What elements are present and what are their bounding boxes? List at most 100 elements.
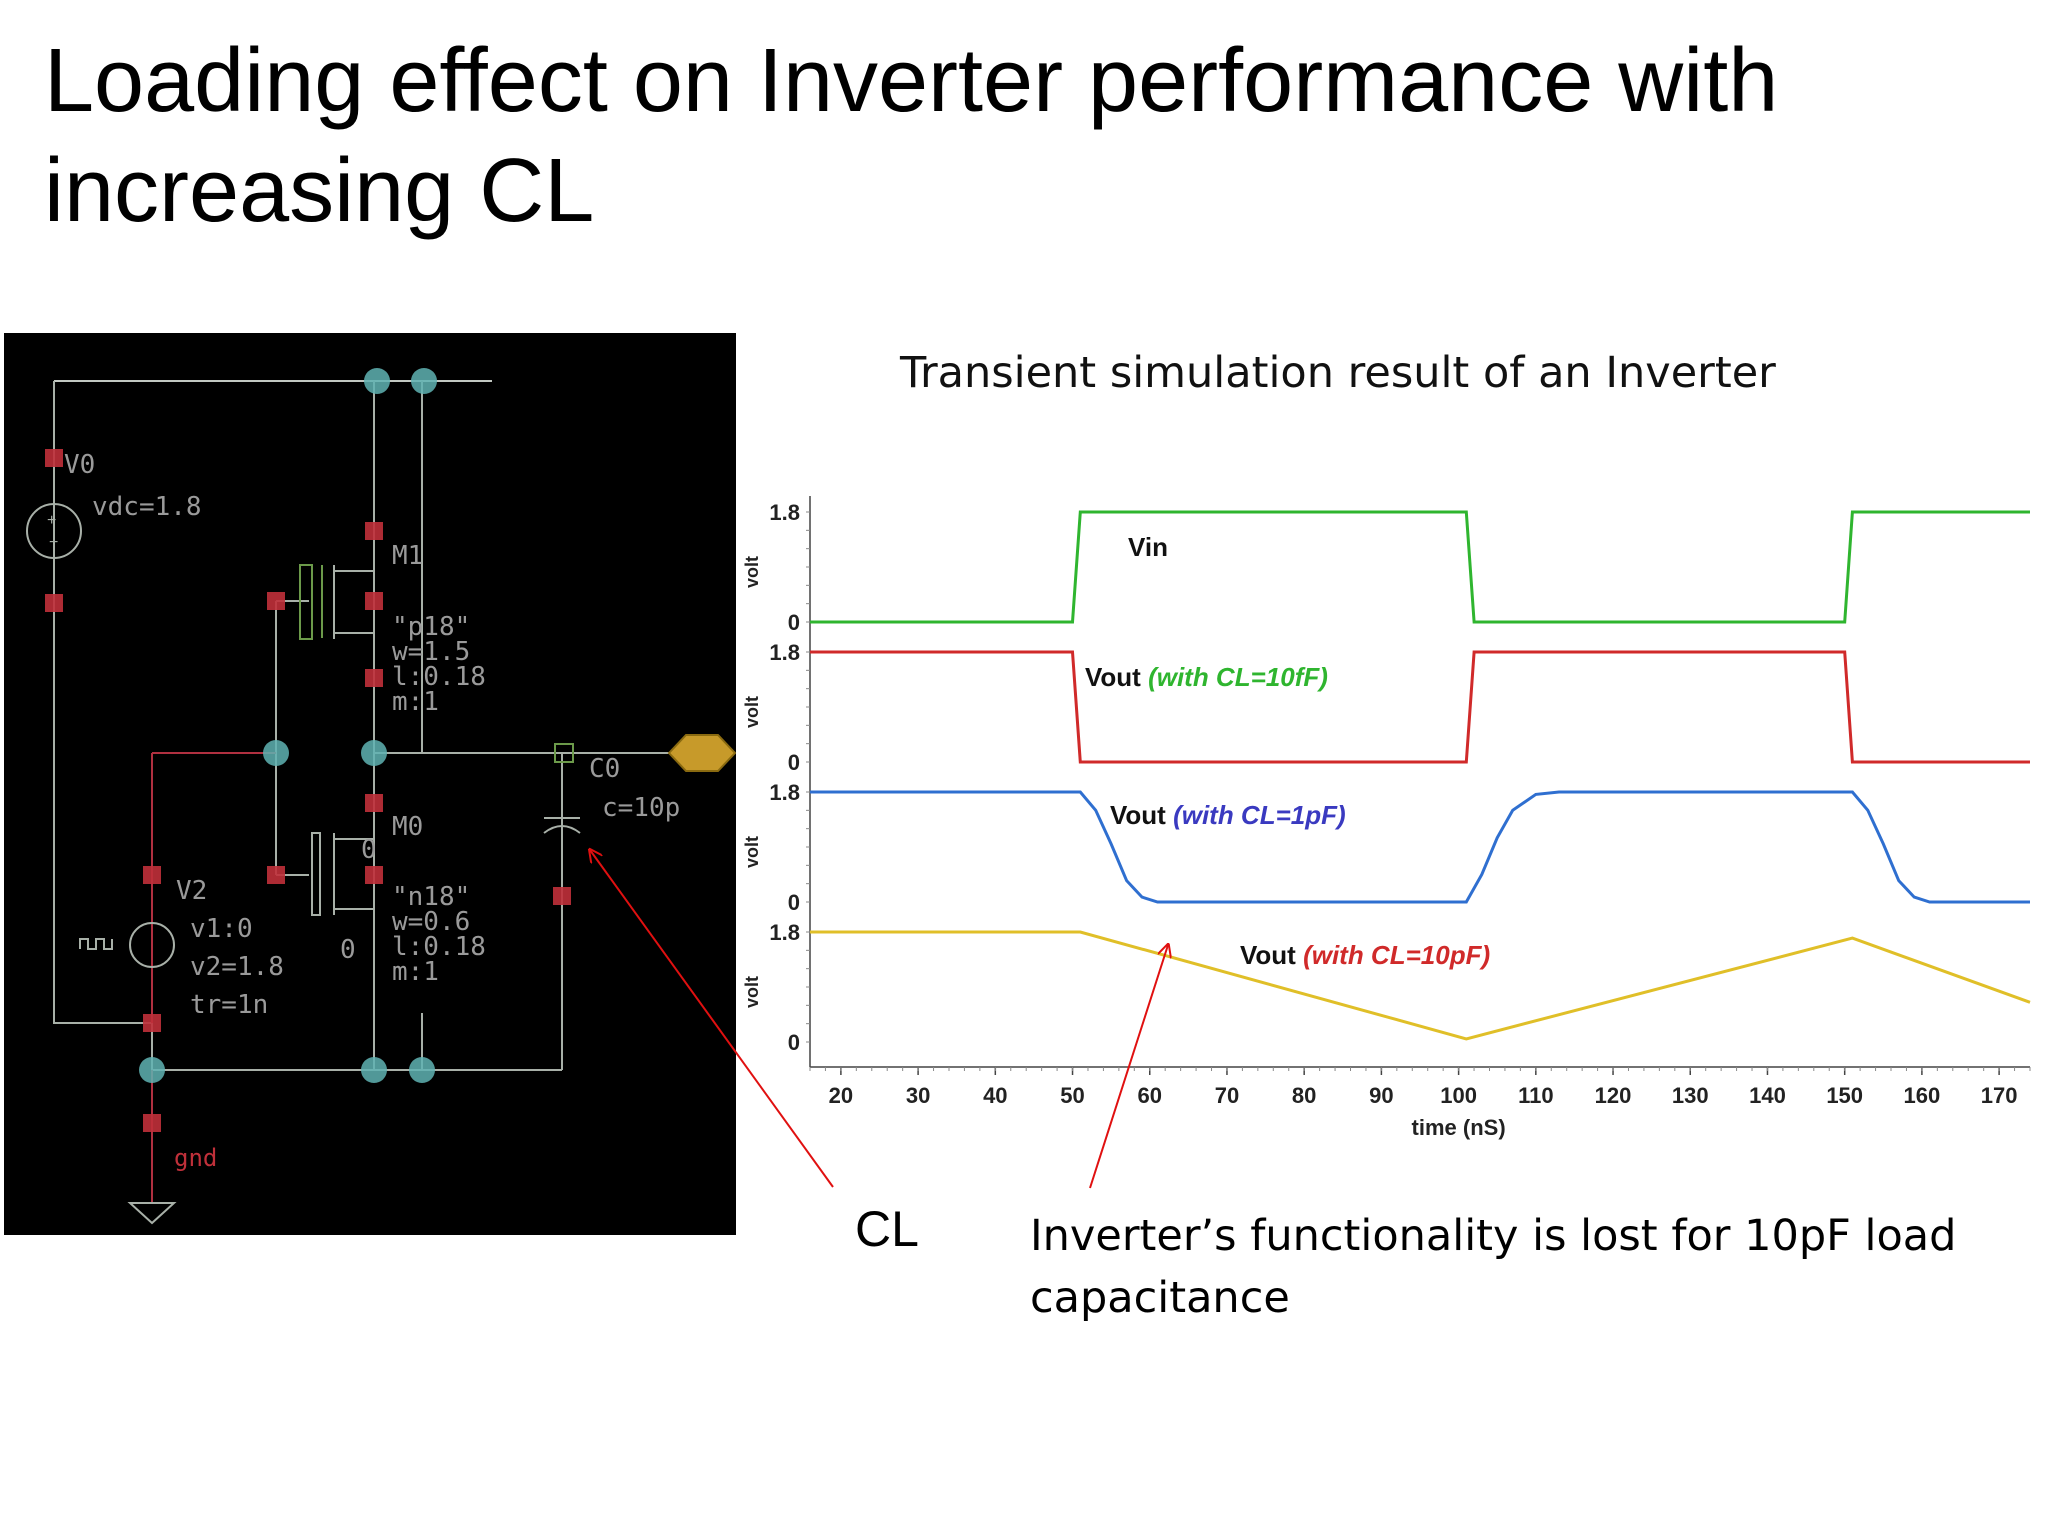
panel-3: 1.8 0 volt Vout (with CL=1pF) <box>742 780 2030 915</box>
pin-marker <box>553 887 571 905</box>
y-tick-label: 0 <box>788 610 800 635</box>
pin-marker <box>365 794 383 812</box>
node-dot <box>361 1057 387 1083</box>
pulse-icon <box>79 938 113 950</box>
nmos-body <box>333 833 374 915</box>
x-tick-label: 160 <box>1904 1083 1941 1108</box>
capacitor-symbol <box>543 817 581 834</box>
x-tick-label: 170 <box>1981 1083 2018 1108</box>
chart-caption: Transient simulation result of an Invert… <box>900 348 1776 398</box>
x-tick-label: 110 <box>1518 1083 1554 1108</box>
node-zero-a: 0 <box>361 835 377 865</box>
m0-w: w=0.6 <box>392 907 470 937</box>
m1-model: "p18" <box>392 612 470 642</box>
x-tick-label: 60 <box>1138 1083 1162 1108</box>
schematic-parts: +− <box>26 368 736 1225</box>
trace-3 <box>810 790 2030 904</box>
pin-marker <box>143 1114 161 1132</box>
v0-name: V0 <box>64 450 95 480</box>
trace-label: Vout (with CL=10fF) <box>1085 662 1328 692</box>
x-tick-label: 140 <box>1749 1083 1786 1108</box>
x-tick-label: 120 <box>1595 1083 1632 1108</box>
x-tick-label: 80 <box>1292 1083 1316 1108</box>
x-tick-label: 150 <box>1826 1083 1863 1108</box>
pin-marker <box>267 592 285 610</box>
m1-name: M1 <box>392 541 423 571</box>
v2-v2: v2=1.8 <box>190 952 284 982</box>
x-tick-label: 40 <box>983 1083 1007 1108</box>
node-zero-b: 0 <box>340 935 356 965</box>
node-dot <box>364 368 390 394</box>
minus-icon: − <box>49 534 58 551</box>
m1-l: l:0.18 <box>392 662 486 692</box>
m0-m: m:1 <box>392 957 439 987</box>
y-tick-label: 1.8 <box>769 640 800 665</box>
y-axis-label: volt <box>742 556 762 588</box>
trace-label-suffix: (with CL=10pF) <box>1303 940 1490 970</box>
pin-marker <box>554 743 574 763</box>
ground-icon <box>127 1202 177 1225</box>
transient-plot: 1.8 0 volt Vin 1.8 0 volt Vout (with CL=10fF)1.… <box>742 496 2031 1140</box>
trace-label: Vout (with CL=1pF) <box>1110 800 1346 830</box>
pin-marker <box>365 522 383 540</box>
v2-tr: tr=1n <box>190 990 268 1020</box>
pin-marker <box>365 669 383 687</box>
nmos-gate-plate <box>311 832 321 916</box>
panel-2: 1.8 0 volt Vout (with CL=10fF) <box>742 640 2030 775</box>
y-tick-label: 1.8 <box>769 780 800 805</box>
y-axis-label: volt <box>742 836 762 868</box>
panel-4: 1.8 0 volt Vout (with CL=10pF) <box>742 920 2031 1055</box>
node-dot <box>361 740 387 766</box>
y-axis-label: volt <box>742 976 762 1008</box>
trace-label-name: Vin <box>1128 532 1168 562</box>
inverter-schematic: +− V0 vdc=1.8 M1 "p18" w=1.5 l:0.18 m:1 … <box>4 333 736 1235</box>
c0-name: C0 <box>589 754 620 784</box>
x-tick-label: 50 <box>1060 1083 1084 1108</box>
m0-model: "n18" <box>392 882 470 912</box>
functionality-note: Inverter’s functionality is lost for 10p… <box>1030 1211 1957 1323</box>
pin-marker <box>45 594 63 612</box>
plus-icon: + <box>47 512 56 529</box>
pin-marker <box>45 449 63 467</box>
x-tick-label: 100 <box>1440 1083 1477 1108</box>
trace-1 <box>810 510 2030 624</box>
trace-label-name: Vout <box>1085 662 1148 692</box>
trace-2 <box>810 650 2030 764</box>
node-dot <box>409 1057 435 1083</box>
v2-name: V2 <box>176 876 207 906</box>
y-tick-label: 0 <box>788 1030 800 1055</box>
trace-label-suffix: (with CL=1pF) <box>1173 800 1346 830</box>
x-tick-label: 90 <box>1369 1083 1393 1108</box>
node-dot <box>139 1057 165 1083</box>
m0-l: l:0.18 <box>392 932 486 962</box>
v0-source <box>26 503 82 559</box>
pin-marker <box>143 1014 161 1032</box>
c0-param: c=10p <box>602 793 680 823</box>
trace-label: Vout (with CL=10pF) <box>1240 940 1490 970</box>
pin-marker <box>267 866 285 884</box>
x-axis-label: time (nS) <box>1412 1115 1506 1140</box>
pin-marker <box>365 866 383 884</box>
v2-source <box>129 922 175 968</box>
pin-marker <box>365 592 383 610</box>
pmos-body <box>333 565 374 639</box>
x-tick-label: 20 <box>829 1083 853 1108</box>
pmos-gate-plate <box>299 564 313 640</box>
pin-marker <box>143 866 161 884</box>
trace-4 <box>810 930 2031 1041</box>
m0-name: M0 <box>392 812 423 842</box>
x-tick-label: 130 <box>1672 1083 1709 1108</box>
trace-label-suffix: (with CL=10fF) <box>1148 662 1328 692</box>
node-dot <box>411 368 437 394</box>
cl-label: CL <box>855 1201 919 1257</box>
output-pin <box>667 734 736 772</box>
y-tick-label: 0 <box>788 750 800 775</box>
x-tick-label: 70 <box>1215 1083 1239 1108</box>
gnd-label: gnd <box>174 1144 217 1172</box>
m1-w: w=1.5 <box>392 637 470 667</box>
node-dot <box>263 740 289 766</box>
slide-title: Loading effect on Inverter performance w… <box>44 31 1779 241</box>
y-axis-label: volt <box>742 696 762 728</box>
m1-m: m:1 <box>392 687 439 717</box>
x-tick-label: 30 <box>906 1083 930 1108</box>
